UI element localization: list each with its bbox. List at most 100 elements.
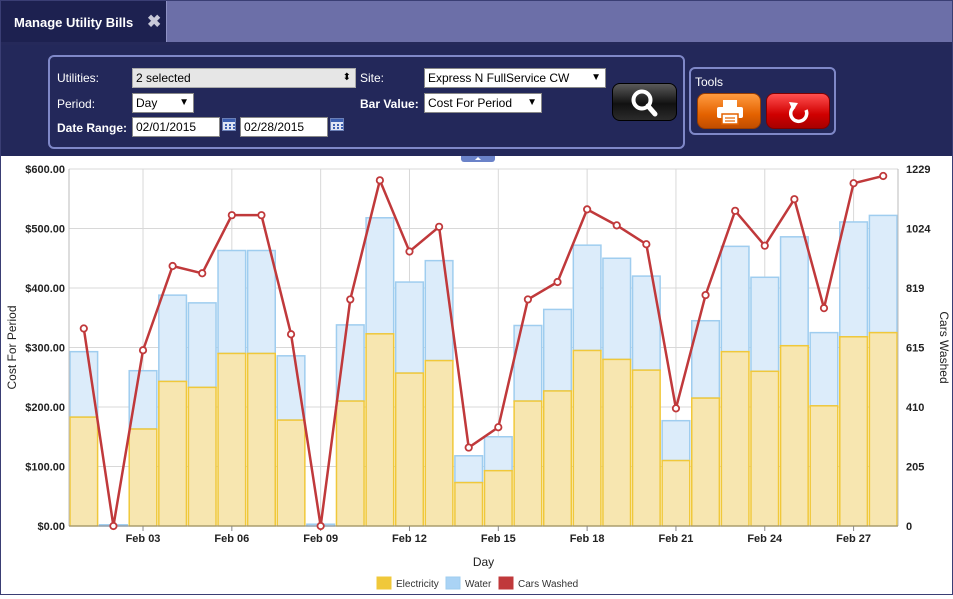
bar-electricity [217, 352, 247, 527]
bar-electricity [868, 331, 898, 527]
period-value: Day [136, 96, 158, 110]
tab-manage-utility-bills[interactable]: Manage Utility Bills ✖ [1, 1, 167, 42]
point-cars-washed [671, 404, 681, 413]
point-cars-washed [464, 443, 473, 452]
bar-water [809, 331, 839, 407]
point-cars-washed [819, 304, 829, 313]
title-bar: Manage Utility Bills ✖ [1, 1, 952, 45]
bar-electricity [513, 400, 543, 527]
point-cars-washed [760, 241, 769, 250]
bar-electricity [631, 369, 661, 527]
collapse-toolbar-handle[interactable] [461, 156, 495, 162]
legend-label: Cars Washed [518, 579, 578, 590]
utility-chart: $0.00 0 $100.00 205 $200.00 410 $300.00 615 $400… [1, 156, 952, 594]
y-tick-label: $500.00 [25, 224, 65, 236]
x-tick-label: Feb 12 [392, 533, 427, 545]
y-tick-label: $200.00 [25, 402, 65, 414]
close-icon[interactable]: ✖ [147, 12, 162, 31]
tools-panel: Tools [689, 67, 836, 135]
search-button[interactable] [612, 83, 677, 121]
bar-electricity [483, 469, 513, 527]
bar-electricity [246, 352, 276, 527]
calendar-icon[interactable] [330, 118, 344, 131]
printer-icon [717, 100, 743, 125]
bar-value-select[interactable]: Cost For Period ▼ [424, 93, 542, 113]
chevron-down-icon: ▼ [591, 72, 601, 83]
date-to-input[interactable]: 02/28/2015 [240, 117, 328, 137]
y2-tick-label: 615 [906, 343, 924, 355]
chart-svg: $0.00 0 $100.00 205 $200.00 410 $300.00 615 $400… [5, 164, 951, 590]
point-cars-washed [434, 222, 444, 231]
calendar-icon[interactable] [222, 118, 236, 131]
period-select[interactable]: Day ▼ [132, 93, 194, 113]
point-cars-washed [642, 240, 651, 249]
site-value: Express N FullService CW [428, 71, 570, 85]
bar-water [424, 259, 454, 362]
point-cars-washed [346, 295, 355, 304]
x-axis-title: Day [473, 555, 494, 569]
y2-axis-title: Cars Washed [937, 311, 951, 383]
bar-water [661, 419, 691, 462]
x-tick-label: Feb 21 [659, 533, 694, 545]
reset-button[interactable] [766, 93, 830, 129]
bar-electricity [691, 397, 721, 527]
bar-water [542, 308, 573, 392]
y2-tick-label: 410 [906, 402, 924, 414]
point-cars-washed [612, 221, 621, 230]
point-cars-washed [583, 205, 592, 214]
bar-electricity [394, 372, 425, 527]
bar-water [483, 436, 513, 472]
bar-electricity [128, 428, 158, 527]
point-cars-washed [198, 269, 207, 278]
legend-swatch [376, 576, 392, 590]
point-cars-washed [701, 290, 710, 300]
magnifier-icon [631, 89, 658, 117]
bar-electricity [779, 344, 809, 527]
bar-water [868, 214, 898, 334]
bar-electricity [602, 358, 632, 527]
site-label: Site: [360, 71, 385, 85]
y-tick-label: $0.00 [37, 521, 65, 533]
bar-water [158, 294, 188, 383]
y-tick-label: $400.00 [25, 283, 65, 295]
point-cars-washed [79, 324, 88, 333]
x-tick-label: Feb 06 [214, 533, 249, 545]
point-cars-washed [879, 171, 888, 181]
point-cars-washed [257, 211, 266, 220]
bar-electricity [335, 400, 365, 527]
bar-water [246, 249, 276, 355]
bar-electricity [187, 386, 217, 527]
point-cars-washed [523, 295, 533, 304]
tools-label: Tools [695, 75, 724, 89]
bar-electricity [365, 333, 395, 527]
bar-water [750, 276, 780, 373]
x-tick-label: Feb 24 [747, 533, 783, 545]
point-cars-washed [731, 206, 740, 215]
y2-tick-label: 819 [906, 283, 924, 295]
date-to-value: 02/28/2015 [244, 120, 305, 134]
print-button[interactable] [697, 93, 761, 129]
point-cars-washed [316, 521, 325, 531]
point-cars-washed [405, 247, 414, 256]
filter-panel: Utilities: 2 selected ⬍ Period: Day ▼ Da… [48, 55, 685, 149]
site-select[interactable]: Express N FullService CW ▼ [424, 68, 606, 88]
date-from-input[interactable]: 02/01/2015 [132, 117, 220, 137]
bar-water [779, 236, 809, 347]
y-tick-label: $300.00 [25, 343, 65, 355]
bar-water [454, 455, 484, 484]
bar-electricity [158, 380, 188, 527]
utilities-select[interactable]: 2 selected ⬍ [132, 68, 356, 88]
chevron-down-icon: ▼ [179, 97, 189, 108]
x-tick-label: Feb 15 [481, 533, 516, 545]
point-cars-washed [553, 277, 562, 287]
bar-electricity [839, 336, 869, 527]
legend-label: Water [465, 579, 492, 590]
y2-tick-label: 1229 [906, 164, 930, 176]
bar-electricity [661, 459, 691, 527]
point-cars-washed [138, 346, 148, 355]
period-label: Period: [57, 97, 96, 111]
point-cars-washed [286, 330, 296, 339]
legend-swatch [498, 576, 514, 590]
bar-electricity [69, 416, 99, 527]
select-arrows-icon: ⬍ [342, 72, 351, 83]
